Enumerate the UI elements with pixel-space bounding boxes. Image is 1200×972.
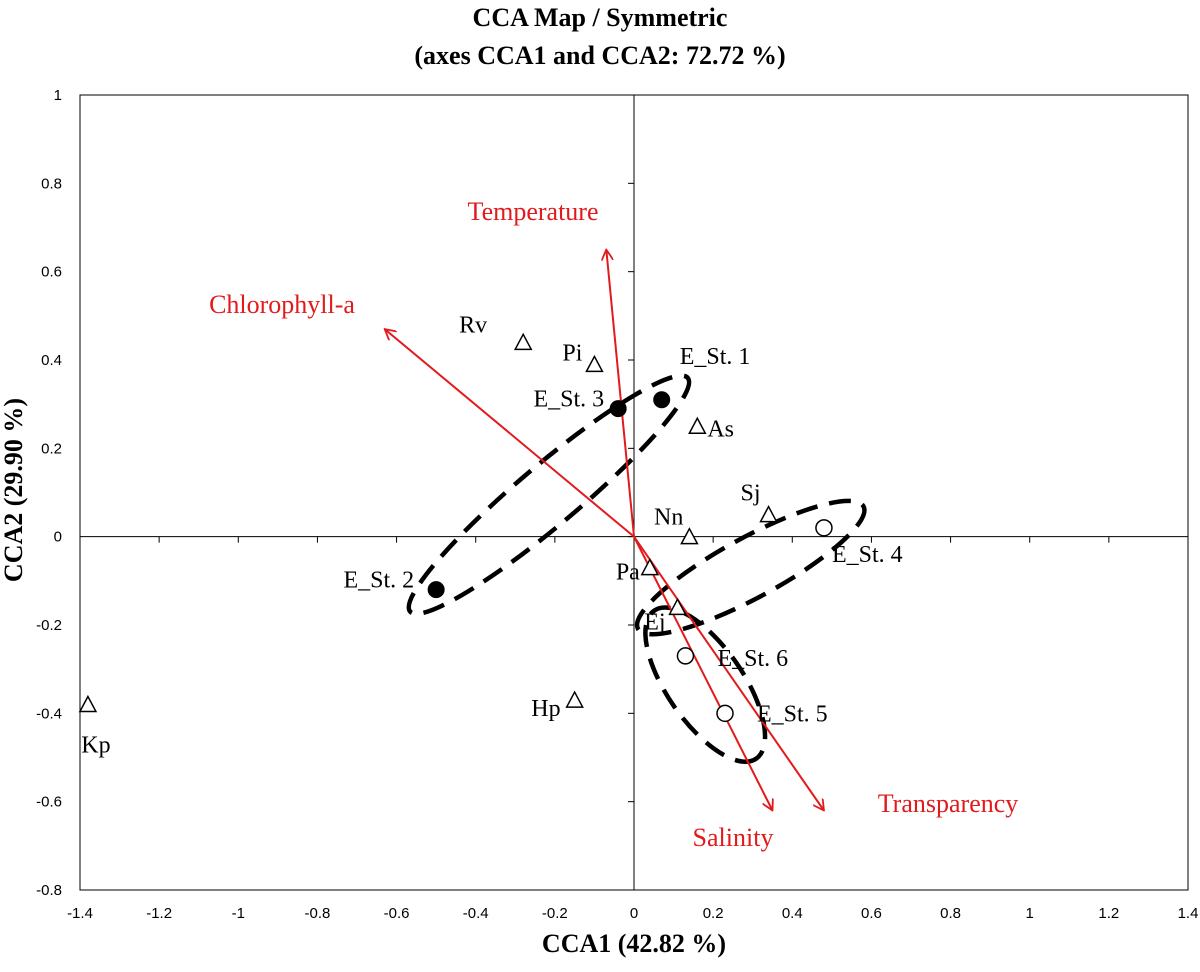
x-tick-label: -0.4 [463,905,489,922]
species-marker [585,354,604,373]
site-label: E_St. 4 [832,542,903,568]
species-label: Pa [616,560,640,586]
site-marker-filled [653,391,671,409]
y-tick-label: -0.4 [36,705,62,722]
site-label: E_St. 5 [757,701,828,727]
species-label: Kp [81,733,110,759]
x-tick-label: -1.4 [67,905,93,922]
y-tick-label: 0 [54,529,62,546]
group-ellipses [406,373,867,764]
site-marker-filled [427,581,445,599]
species-marker [640,557,660,576]
site-label: E_St. 3 [533,387,604,413]
x-tick-label: -0.2 [542,905,568,922]
site-label: E_St. 1 [680,344,751,370]
x-tick-label: 0.8 [940,905,961,922]
chart-subtitle: (axes CCA1 and CCA2: 72.72 %) [414,41,785,70]
y-axis-title: CCA2 (29.90 %) [0,398,28,582]
site-label: E_St. 6 [717,646,788,672]
vector-label: Transparency [878,789,1019,818]
species-label: Ej [644,609,665,635]
species-label: Sj [741,481,761,507]
axes: -1.4 -1.2 -1 -0.8 -0.6 -0.4 -0.2 0 0.2 0.4 0.6 0.8 1… [36,87,1198,922]
x-tick-label: 1.2 [1098,905,1119,922]
site-label: E_St. 2 [343,568,414,594]
chart-title: CCA Map / Symmetric [473,3,728,32]
group-ellipse-1 [406,373,692,617]
species-label: Pi [562,340,582,366]
species-marker [680,527,699,545]
vector-arrow [606,250,635,537]
group-ellipse-3 [643,605,768,764]
species-label: Rv [459,312,487,338]
species-marker [759,504,778,523]
site-marker-open [815,519,833,537]
x-tick-label: 1.4 [1178,905,1199,922]
x-tick-label: -1.2 [146,905,172,922]
x-tick-label: -1 [232,905,245,922]
species-marker [688,416,707,434]
species-marker [668,597,687,616]
species-label: Hp [531,696,560,722]
species-marker [513,332,533,351]
x-tick-label: -0.8 [304,905,330,922]
species-marker [565,690,584,708]
vector-label: Chlorophyll-a [209,290,355,319]
x-tick-label: 0.4 [782,905,803,922]
vector-arrow [633,536,773,811]
y-tick-label: 0.2 [41,440,62,457]
group-ellipse-2 [634,498,867,637]
vector-label: Salinity [693,823,774,852]
y-tick-label: 0.4 [41,352,62,369]
x-tick-label: -0.6 [384,905,410,922]
vector-label: Temperature [468,197,599,226]
y-tick-label: 0.8 [41,175,62,192]
x-tick-label: 0.6 [861,905,882,922]
x-tick-label: 1 [1026,905,1034,922]
vector-arrow [385,329,635,538]
y-tick-label: -0.6 [36,794,62,811]
y-tick-label: 1 [54,87,62,104]
site-marker-open [716,704,734,723]
x-tick-label: 0.2 [703,905,724,922]
vector-arrow [633,536,824,811]
y-tick-label: 0.6 [41,264,62,281]
x-axis-title: CCA1 (42.82 %) [542,929,726,958]
site-marker-filled [609,400,627,418]
y-tick-label: -0.2 [36,617,62,634]
species-label: Nn [654,505,683,531]
environment-vectors: Temperature Chlorophyll-a Salinity Transpar… [209,197,1018,852]
site-marker-open [676,647,695,665]
species-marker [78,694,98,713]
x-tick-label: 0 [630,905,638,922]
y-tick-label: -0.8 [36,882,62,899]
species-label: As [707,416,734,442]
